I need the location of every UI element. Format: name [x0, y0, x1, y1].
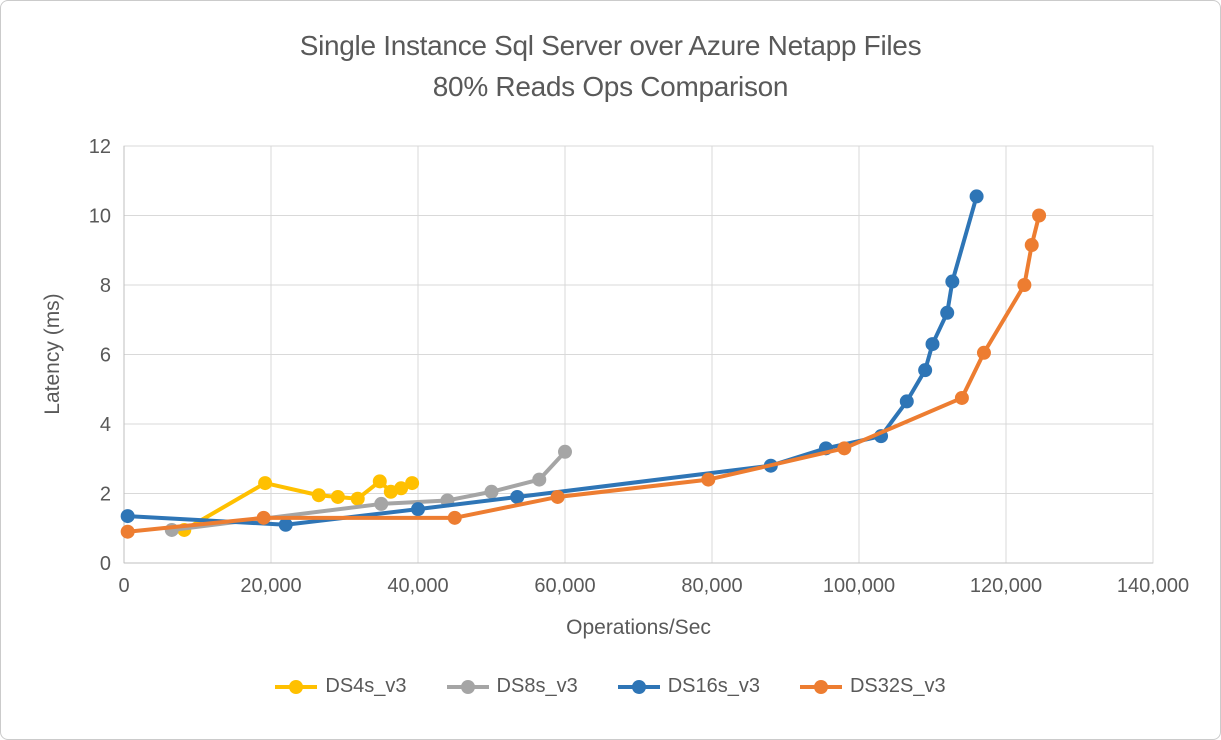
legend-marker-icon	[617, 679, 660, 694]
data-point-ds4s-v3	[258, 476, 273, 491]
legend-item-ds4s-v3: DS4s_v3	[275, 675, 407, 698]
data-point-ds16s-v3	[940, 305, 955, 320]
y-tick-label: 6	[100, 345, 111, 367]
x-tick-label: 0	[118, 575, 129, 597]
legend-item-ds32s-v3: DS32S_v3	[799, 675, 946, 698]
y-tick-label: 8	[100, 275, 111, 297]
series-line-ds16s-v3	[125, 194, 979, 527]
data-point-ds32s-v3	[1032, 208, 1047, 223]
data-point-ds32s-v3	[447, 510, 462, 525]
x-tick-label: 20,000	[240, 575, 301, 597]
legend-label: DS16s_v3	[667, 675, 760, 697]
legend: DS4s_v3 DS8s_v3 DS16s_v3 DS32S_v3	[1, 675, 1220, 698]
data-point-ds16s-v3	[899, 394, 914, 409]
data-point-ds32s-v3	[256, 510, 271, 525]
data-point-ds4s-v3	[394, 481, 409, 496]
x-tick-label: 40,000	[387, 575, 448, 597]
data-point-ds4s-v3	[405, 476, 420, 491]
x-tick-label: 80,000	[681, 575, 742, 597]
legend-marker-icon	[275, 679, 318, 694]
data-point-ds32s-v3	[701, 472, 716, 487]
legend-marker-icon	[799, 679, 842, 694]
data-point-ds16s-v3	[918, 363, 933, 378]
data-point-ds16s-v3	[411, 502, 425, 517]
legend-label: DS4s_v3	[325, 675, 407, 697]
data-point-ds16s-v3	[969, 189, 984, 204]
y-tick-label: 0	[100, 553, 111, 575]
data-point-ds4s-v3	[311, 488, 326, 503]
x-tick-label: 60,000	[534, 575, 595, 597]
series-ds32s-v3	[120, 208, 1047, 539]
chart-title-line1: Single Instance Sql Server over Azure Ne…	[299, 30, 922, 61]
legend-marker-icon	[446, 679, 489, 694]
data-point-ds4s-v3	[350, 491, 365, 506]
data-point-ds16s-v3	[510, 489, 525, 504]
data-point-ds16s-v3	[925, 337, 940, 352]
data-point-ds32s-v3	[837, 441, 852, 456]
data-point-ds16s-v3	[945, 274, 960, 289]
data-point-ds16s-v3	[120, 509, 135, 524]
data-point-ds16s-v3	[278, 517, 293, 532]
x-tick-label: 120,000	[970, 575, 1042, 597]
x-axis-title: Operations/Sec	[566, 616, 711, 639]
y-tick-label: 12	[89, 136, 111, 158]
series-ds16s-v3	[120, 189, 984, 532]
data-point-ds8s-v3	[532, 472, 547, 487]
data-point-ds8s-v3	[558, 444, 572, 459]
y-tick-label: 4	[100, 414, 111, 436]
legend-item-ds8s-v3: DS8s_v3	[446, 675, 578, 698]
x-tick-label: 100,000	[823, 575, 895, 597]
data-point-ds8s-v3	[484, 484, 499, 499]
data-point-ds32s-v3	[954, 390, 969, 405]
data-point-ds4s-v3	[330, 489, 345, 504]
y-tick-label: 10	[89, 206, 111, 228]
data-point-ds32s-v3	[1024, 238, 1039, 253]
series-ds8s-v3	[164, 444, 572, 537]
data-point-ds32s-v3	[976, 345, 991, 360]
chart-title-line2: 80% Reads Ops Comparison	[432, 71, 789, 102]
legend-item-ds16s-v3: DS16s_v3	[617, 675, 760, 698]
data-point-ds32s-v3	[550, 489, 565, 504]
legend-label: DS8s_v3	[496, 675, 578, 697]
data-point-ds8s-v3	[374, 496, 389, 511]
data-point-ds4s-v3	[372, 474, 387, 489]
data-point-ds32s-v3	[1017, 278, 1032, 292]
x-tick-label: 140,000	[1117, 575, 1189, 597]
chart-title: Single Instance Sql Server over Azure Ne…	[1, 25, 1220, 107]
y-tick-label: 2	[100, 484, 111, 506]
y-axis-title: Latency (ms)	[41, 293, 64, 415]
legend-label: DS32S_v3	[849, 675, 946, 697]
data-point-ds32s-v3	[120, 524, 135, 539]
